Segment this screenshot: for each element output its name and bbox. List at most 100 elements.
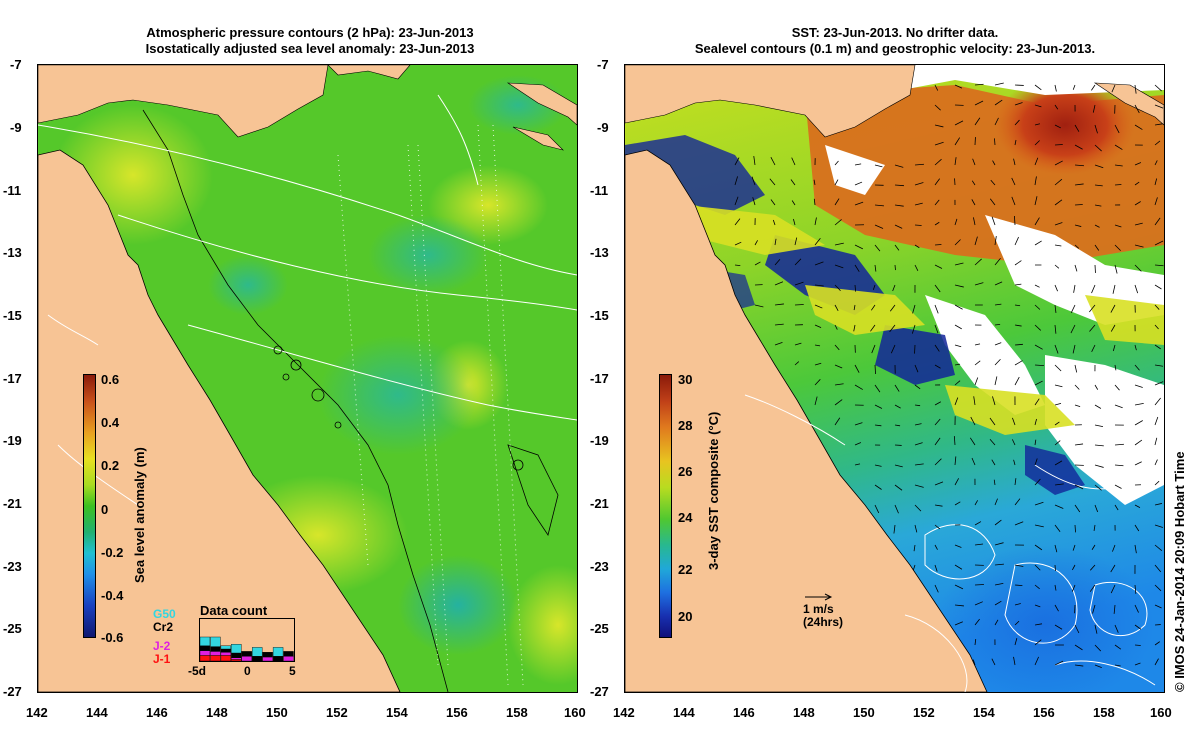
velocity-arrow [791,200,796,206]
velocity-arrow [874,424,882,427]
velocity-arrow [1034,524,1044,528]
velocity-arrow [834,198,840,206]
velocity-arrow [1034,217,1040,226]
velocity-arrow [934,364,941,369]
data-count-bar-black [283,651,294,657]
velocity-arrow [972,158,976,166]
velocity-arrow [874,384,881,393]
pressure-contour [187,324,577,421]
velocity-arrow [914,202,923,206]
sla-teal-blob [318,335,478,455]
pressure-contour [117,214,577,311]
velocity-arrow [874,164,883,168]
velocity-arrow [1134,364,1140,371]
velocity-arrow [1094,244,1100,251]
velocity-arrow [1154,364,1164,367]
velocity-arrow [914,244,920,249]
velocity-arrow [1114,244,1121,251]
velocity-arrow [894,164,904,168]
velocity-arrow [970,416,976,426]
velocity-arrow [1094,504,1099,513]
velocity-arrow [1014,498,1021,506]
velocity-arrow [834,399,843,406]
velocity-arrow [974,100,984,106]
x-tick-label: 152 [326,705,348,720]
data-count-axis-label: 0 [244,664,251,678]
velocity-arrow [994,563,1004,566]
y-tick-label: -7 [597,57,609,72]
velocity-arrow [1094,384,1099,390]
velocity-arrow [894,184,904,187]
velocity-arrow [894,484,903,491]
velocity-arrow [1154,197,1158,206]
velocity-arrow [734,157,740,166]
velocity-arrow [973,217,976,226]
new-britain-land [327,65,411,80]
velocity-arrow [834,344,840,351]
velocity-arrow [834,304,839,312]
velocity-arrow [994,498,998,506]
velocity-arrow [914,442,923,446]
velocity-arrow [1154,240,1164,246]
velocity-arrow [1154,304,1160,310]
velocity-arrow [1034,240,1042,246]
velocity-arrow [1092,604,1096,614]
velocity-arrow [1054,244,1062,247]
velocity-arrow [1054,124,1061,129]
velocity-arrow [1014,343,1023,346]
y-tick-label: -9 [597,120,609,135]
data-count-bar-magenta [262,656,273,662]
velocity-arrow [853,304,856,311]
data-count-bar-red [199,655,211,662]
pressure-contour [437,94,479,186]
velocity-arrow [914,364,919,373]
velocity-arrow [894,424,901,427]
velocity-arrow [889,304,896,312]
velocity-arrow [874,224,884,229]
solomon-islands [1093,82,1164,126]
velocity-arrow [993,479,996,486]
velocity-arrow [1114,644,1122,650]
velocity-arrow [1094,624,1098,634]
velocity-arrow [874,204,884,207]
velocity-arrow [834,417,841,426]
cloud-gap [985,215,1164,325]
velocity-arrow [934,584,939,593]
velocity-arrow [814,217,817,226]
velocity-arrow [1094,144,1102,152]
velocity-arrow [914,182,924,186]
velocity-arrow [774,341,783,346]
y-tick-label: -7 [10,57,22,72]
velocity-arrow [734,176,738,186]
velocity-arrow [874,364,876,375]
velocity-arrow [1034,104,1042,108]
velocity-arrow [994,281,1003,286]
velocity-arrow [854,364,860,373]
velocity-arrow [1034,398,1040,406]
y-tick-label: -15 [590,308,609,323]
velocity-arrow [1014,236,1019,246]
velocity-arrow [1034,418,1037,426]
velocity-arrow [1074,264,1078,272]
velocity-arrow [1112,284,1116,294]
velocity-arrow [1034,123,1041,126]
x-tick-label: 160 [564,705,586,720]
velocity-arrow [1054,222,1063,226]
velocity-arrow [1054,584,1057,591]
velocity-arrow [1054,284,1058,292]
velocity-arrow [954,501,961,506]
sla-colorbar-tick: 0.4 [101,415,120,430]
velocity-arrow [1054,144,1063,146]
velocity-arrow [834,242,844,246]
velocity-arrow [994,258,1001,266]
velocity-arrow [1074,183,1084,186]
velocity-arrow [813,198,816,206]
velocity-arrow [934,158,942,166]
velocity-arrow [1054,199,1063,206]
velocity-arrow [912,304,916,314]
velocity-arrow [954,84,963,89]
velocity-arrow [734,264,741,267]
velocity-arrow [814,362,822,366]
velocity-arrow [1054,324,1057,334]
velocity-arrow [934,437,941,446]
